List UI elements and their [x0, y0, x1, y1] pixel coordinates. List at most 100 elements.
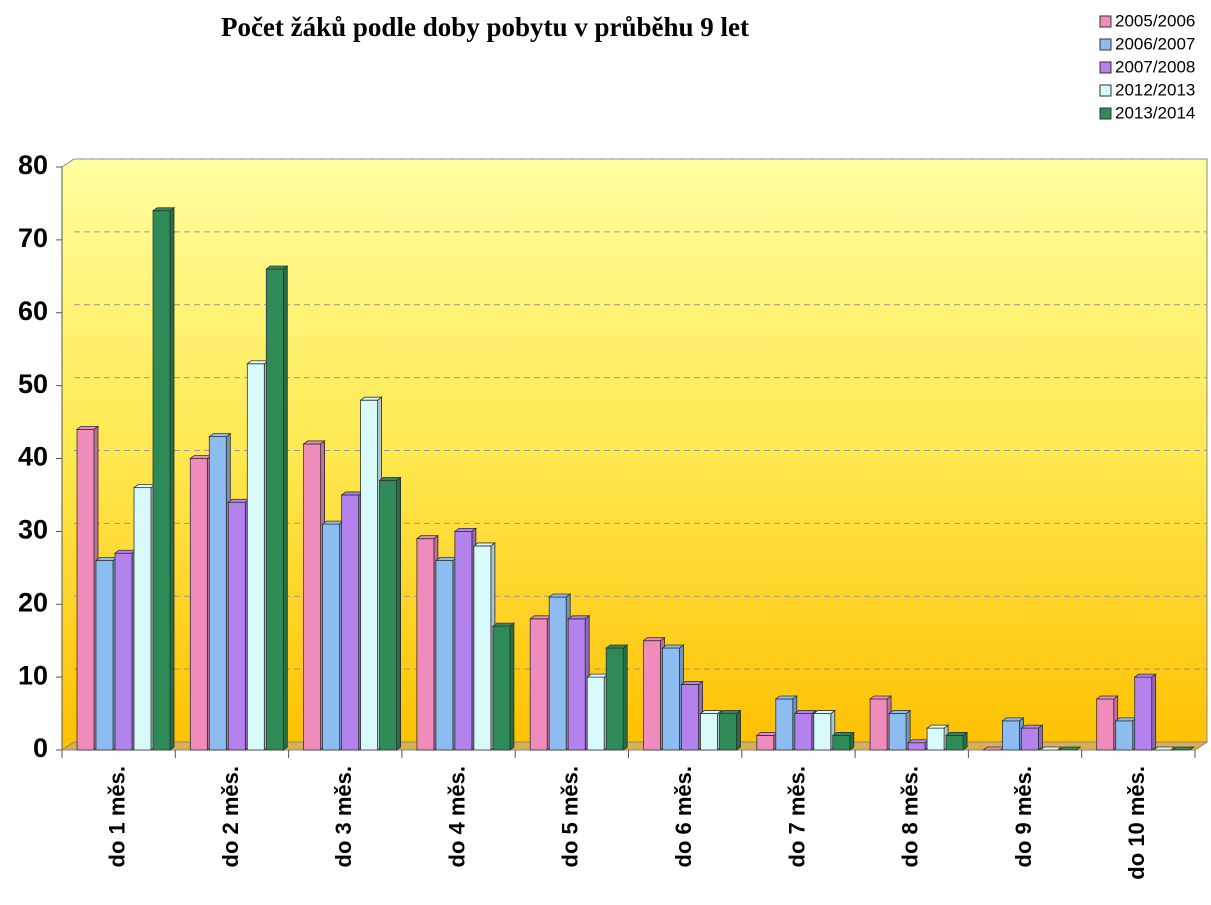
- chart-title: Počet žáků podle doby pobytu v průběhu 9…: [221, 12, 749, 42]
- bar-top: [1058, 746, 1082, 751]
- bar: [208, 436, 227, 751]
- bar: [548, 596, 567, 751]
- bar-top: [472, 542, 497, 547]
- legend-label: 2012/2013: [1115, 80, 1195, 99]
- bar-side: [1151, 673, 1157, 751]
- bar-top: [321, 520, 345, 525]
- legend-swatch: [1099, 84, 1112, 97]
- bar: [473, 545, 492, 751]
- bar-top: [586, 673, 610, 678]
- bar: [492, 625, 511, 751]
- bar-top: [925, 724, 950, 729]
- bar: [322, 523, 341, 751]
- x-tick-label: do 2 měs.: [218, 766, 243, 867]
- bar: [265, 268, 284, 751]
- bar: [756, 735, 775, 751]
- bar-side: [509, 622, 515, 751]
- bar-top: [1020, 724, 1044, 729]
- bar: [1115, 720, 1134, 751]
- bar-top: [491, 622, 516, 627]
- bar-top: [812, 710, 836, 714]
- bar: [189, 458, 208, 751]
- bar: [794, 713, 813, 751]
- bar: [133, 487, 152, 751]
- bar-top: [302, 440, 326, 445]
- x-tick-label: do 1 měs.: [104, 766, 129, 867]
- bar-top: [661, 644, 685, 649]
- bar-top: [227, 498, 251, 503]
- legend-swatch: [1099, 15, 1112, 28]
- bar-top: [378, 476, 402, 481]
- y-tick-label: 30: [18, 515, 48, 545]
- legend-swatch: [1099, 107, 1112, 120]
- bar: [379, 479, 398, 751]
- bar-top: [774, 695, 798, 700]
- x-tick-label: do 3 měs.: [331, 766, 356, 867]
- legend-swatch: [1099, 61, 1112, 74]
- x-tick-label: do 5 měs.: [558, 766, 583, 867]
- legend-swatch: [1099, 38, 1112, 51]
- bar-top: [680, 681, 704, 685]
- bar-top: [831, 732, 855, 736]
- bar-top: [265, 265, 289, 270]
- bar-top: [1133, 673, 1157, 678]
- bar-top: [699, 710, 723, 714]
- bar: [416, 538, 435, 751]
- bar-side: [282, 265, 288, 751]
- legend-label: 2005/2006: [1115, 11, 1195, 30]
- bar-top: [642, 637, 666, 642]
- bar: [813, 713, 832, 751]
- bar: [246, 363, 265, 751]
- y-tick-label: 0: [33, 733, 48, 763]
- y-tick-label: 60: [18, 296, 48, 326]
- bar: [586, 676, 605, 751]
- bar: [1002, 720, 1020, 751]
- bar: [888, 713, 907, 751]
- bar: [832, 735, 851, 751]
- bar-top: [453, 527, 478, 532]
- bar: [454, 530, 473, 751]
- legend-label: 2013/2014: [1115, 103, 1195, 122]
- bar-top: [113, 549, 138, 554]
- bar: [529, 618, 548, 751]
- bar-top: [1039, 746, 1063, 751]
- x-tick-label: do 10 měs.: [1124, 766, 1149, 880]
- bar: [605, 647, 624, 751]
- bar-top: [567, 615, 591, 620]
- bar: [719, 713, 737, 751]
- bar-top: [887, 710, 912, 714]
- legend-label: 2007/2008: [1115, 57, 1195, 76]
- bar-top: [1095, 695, 1119, 700]
- bar-side: [622, 644, 628, 751]
- bar: [152, 210, 171, 751]
- y-tick-label: 80: [18, 150, 48, 180]
- bar-top: [1152, 746, 1176, 751]
- bar-top: [415, 535, 440, 540]
- x-tick-label: do 9 měs.: [1011, 766, 1036, 867]
- bar-top: [132, 484, 157, 489]
- bar: [681, 684, 699, 751]
- y-tick-label: 50: [18, 369, 48, 399]
- bar-top: [755, 732, 779, 736]
- bar-side: [736, 709, 741, 751]
- bar-top: [793, 710, 817, 714]
- bar-top: [529, 615, 553, 620]
- bar-top: [94, 557, 119, 561]
- bar-top: [75, 425, 100, 430]
- bar-top: [434, 557, 459, 561]
- bar-top: [548, 593, 572, 598]
- bar: [227, 501, 246, 751]
- bar: [435, 560, 454, 751]
- bar: [1021, 727, 1039, 751]
- bar-top: [208, 433, 232, 438]
- bar-top: [246, 360, 270, 365]
- bar-top: [906, 739, 931, 744]
- bar-side: [1038, 724, 1043, 751]
- bar-top: [340, 491, 364, 496]
- x-tick-label: do 6 měs.: [671, 766, 696, 867]
- x-tick-label: do 4 měs.: [444, 766, 469, 867]
- bar: [567, 618, 586, 751]
- bar: [926, 727, 945, 751]
- y-tick-label: 40: [18, 442, 48, 472]
